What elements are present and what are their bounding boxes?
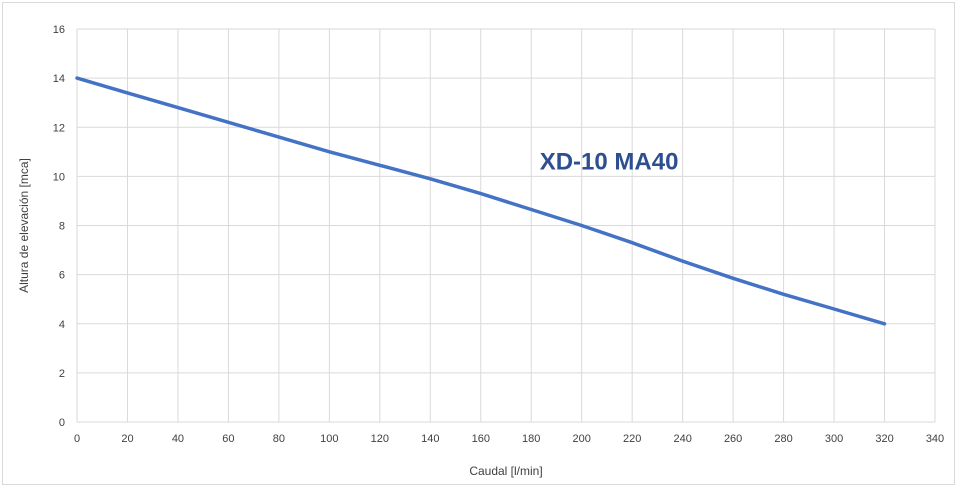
y-tick-label: 6 bbox=[59, 270, 65, 282]
x-tick-label: 300 bbox=[825, 433, 843, 445]
y-tick-label: 16 bbox=[53, 24, 65, 36]
x-tick-label: 80 bbox=[273, 433, 285, 445]
y-tick-label: 4 bbox=[59, 319, 65, 331]
x-tick-labels: 0 20 40 60 80 100 120 140 160 180 200 220 240 260 280 3… bbox=[74, 433, 944, 445]
x-axis-title: Caudal [l/min] bbox=[469, 464, 542, 478]
series-group bbox=[75, 76, 887, 326]
y-tick-label: 14 bbox=[53, 73, 65, 85]
x-tick-label: 200 bbox=[573, 433, 591, 445]
x-tick-label: 120 bbox=[371, 433, 389, 445]
x-tick-label: 180 bbox=[522, 433, 540, 445]
x-tick-label: 60 bbox=[222, 433, 234, 445]
y-tick-label: 0 bbox=[59, 417, 65, 429]
y-tick-label: 8 bbox=[59, 221, 65, 233]
grid-lines bbox=[76, 28, 936, 423]
x-tick-label: 140 bbox=[421, 433, 439, 445]
x-tick-label: 280 bbox=[774, 433, 792, 445]
y-tick-labels: 0 2 4 6 8 10 12 14 16 bbox=[53, 24, 65, 429]
x-tick-label: 220 bbox=[623, 433, 641, 445]
x-tick-label: 320 bbox=[875, 433, 893, 445]
y-axis-title: Altura de elevación [mca] bbox=[17, 158, 31, 293]
x-tick-label: 260 bbox=[724, 433, 742, 445]
x-tick-label: 0 bbox=[74, 433, 80, 445]
x-tick-label: 340 bbox=[926, 433, 944, 445]
x-tick-label: 160 bbox=[472, 433, 490, 445]
x-tick-label: 20 bbox=[121, 433, 133, 445]
series-line bbox=[75, 76, 887, 326]
y-tick-label: 12 bbox=[53, 122, 65, 134]
chart-annotation: XD-10 MA40 bbox=[540, 149, 679, 176]
x-tick-label: 100 bbox=[320, 433, 338, 445]
y-tick-label: 2 bbox=[59, 368, 65, 380]
x-tick-label: 40 bbox=[172, 433, 184, 445]
y-tick-label: 10 bbox=[53, 171, 65, 183]
x-tick-label: 240 bbox=[673, 433, 691, 445]
